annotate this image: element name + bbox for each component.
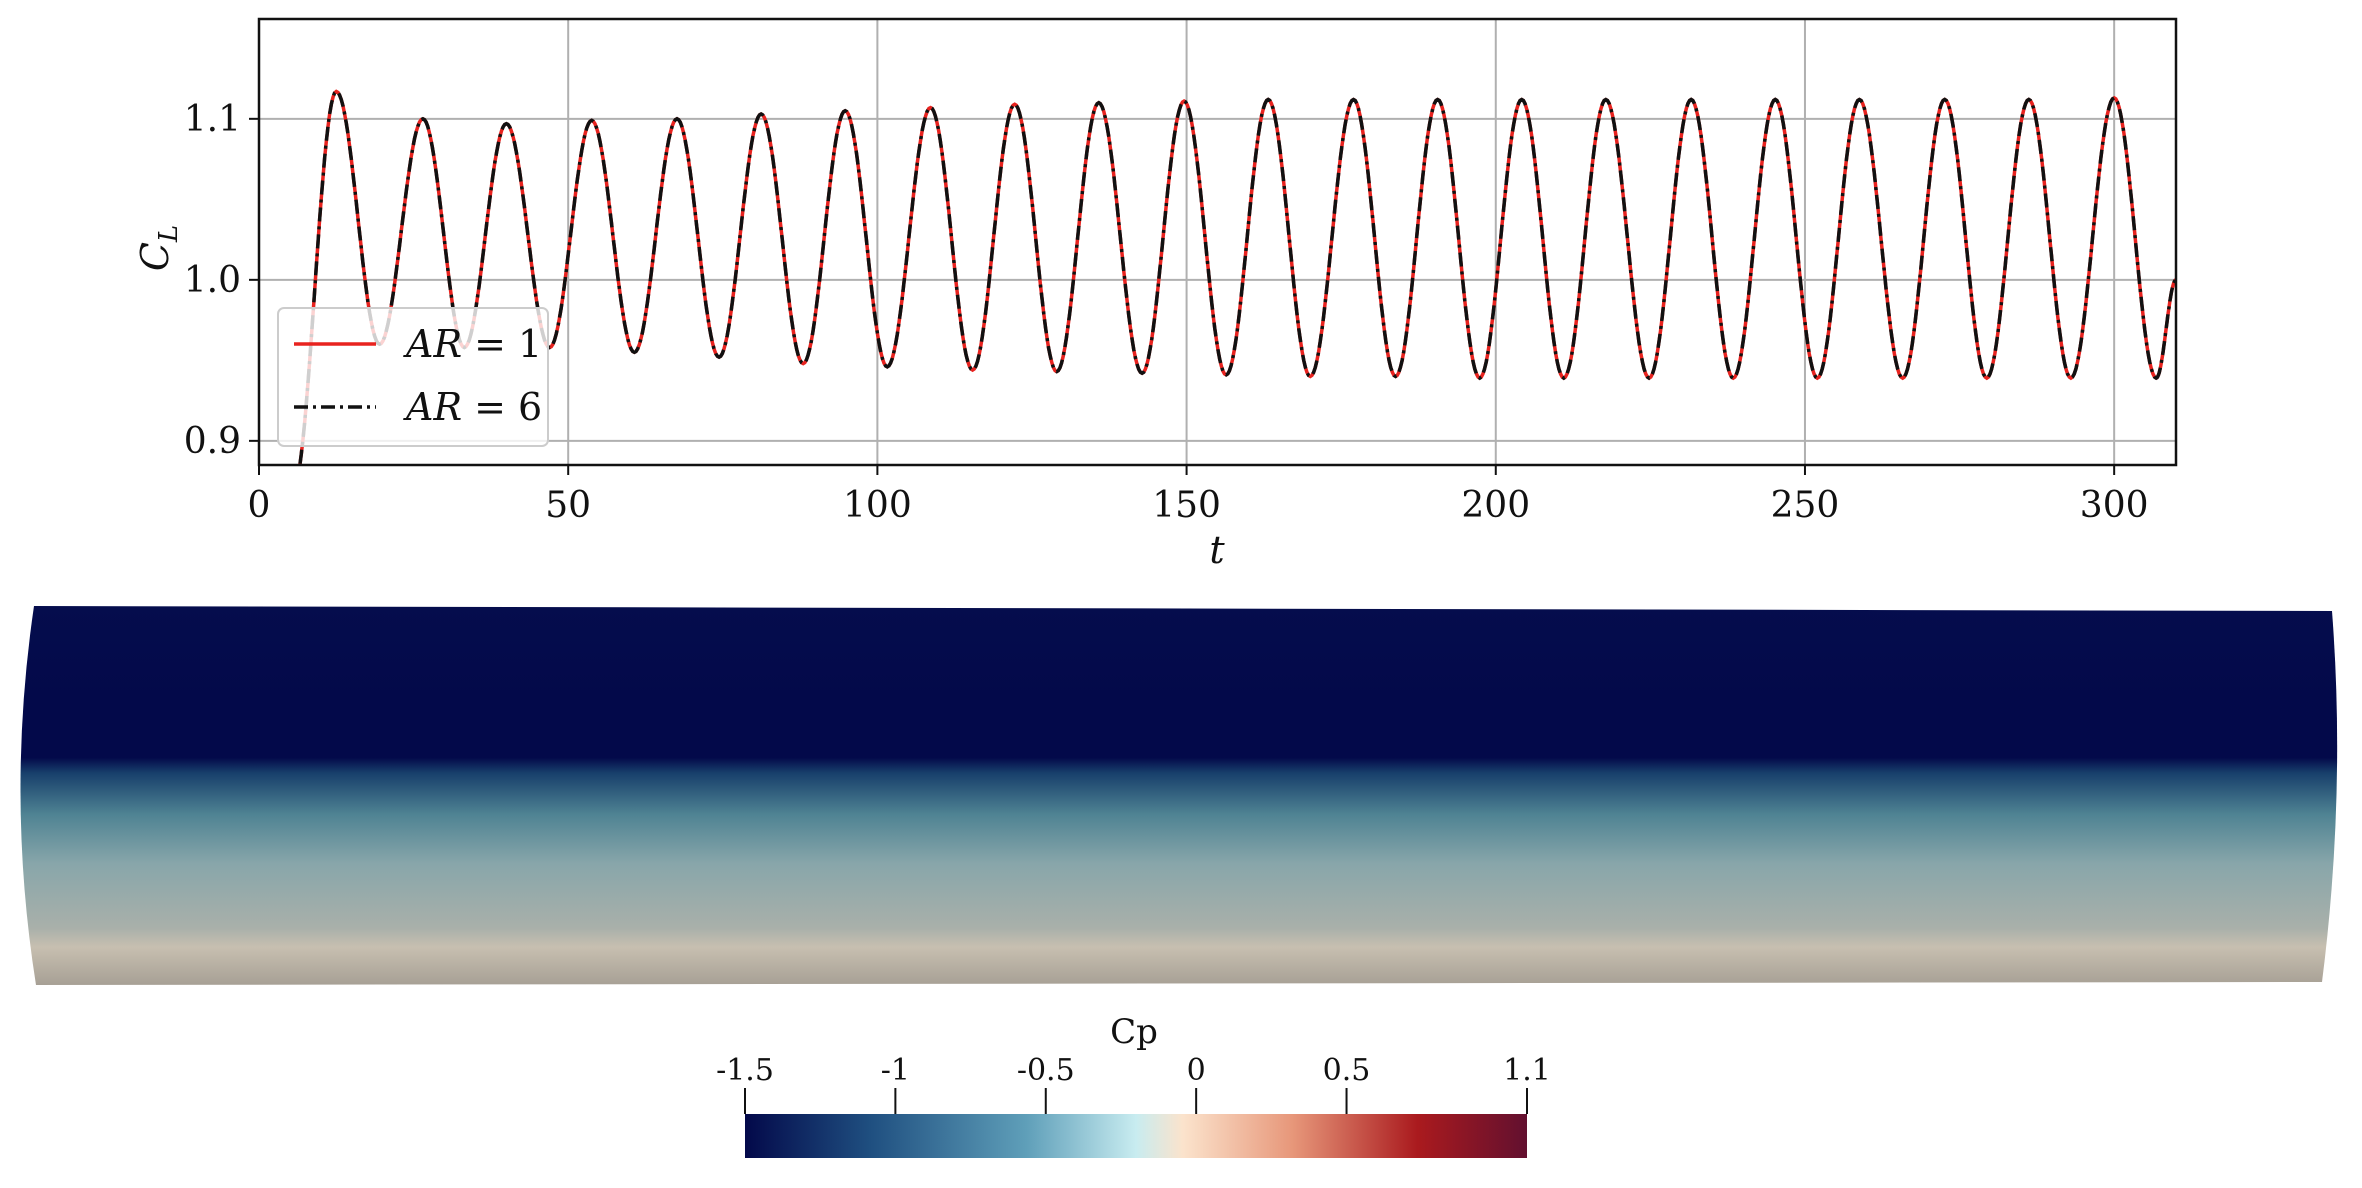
x-tick-label: 200 bbox=[1461, 485, 1530, 526]
colorbar-bar bbox=[745, 1114, 1527, 1158]
colorbar-ticks: -1.5 -1 -0.5 0 0.5 1.1 bbox=[716, 1053, 1551, 1114]
y-tick-label: 0.9 bbox=[184, 421, 241, 462]
colorbar-title: Cp bbox=[1110, 1012, 1158, 1052]
series-line-ar-6 bbox=[298, 89, 2176, 465]
colorbar-tick-label: 0 bbox=[1187, 1053, 1206, 1088]
x-axis-label: t bbox=[1209, 528, 1225, 572]
svg-text:CL: CL bbox=[133, 225, 184, 271]
x-tick-label: 100 bbox=[843, 485, 912, 526]
cylinder-surface bbox=[20, 606, 2338, 985]
pressure-field-render bbox=[20, 606, 2338, 985]
legend: AR = 1 AR = 6 bbox=[277, 307, 549, 447]
colorbar-tick-label: -0.5 bbox=[1017, 1053, 1075, 1088]
x-tick-label: 50 bbox=[545, 485, 591, 526]
y-tick-label: 1.1 bbox=[184, 99, 241, 140]
y-tick-label: 1.0 bbox=[184, 260, 241, 301]
colorbar-tick-label: 0.5 bbox=[1323, 1053, 1371, 1088]
line-chart: 0 50 100 150 200 250 300 0.9 1.0 1.1 t CL AR = 1… bbox=[133, 17, 2178, 572]
x-tick-label: 300 bbox=[2080, 485, 2149, 526]
x-tick-label: 150 bbox=[1152, 485, 1221, 526]
plot-area bbox=[259, 19, 2176, 465]
plot-frame bbox=[257, 17, 2178, 467]
legend-label-ar-6: AR = 6 bbox=[403, 385, 542, 429]
x-tick-label: 250 bbox=[1771, 485, 1840, 526]
colorbar: Cp -1.5 -1 -0.5 0 0.5 1.1 bbox=[716, 1012, 1551, 1158]
colorbar-tick-label: -1 bbox=[881, 1053, 910, 1088]
y-axis-label: CL bbox=[133, 225, 184, 271]
y-ticks: 0.9 1.0 1.1 bbox=[184, 99, 259, 462]
colorbar-tick-label: -1.5 bbox=[716, 1053, 774, 1088]
colorbar-tick-label: 1.1 bbox=[1503, 1053, 1551, 1088]
legend-label-ar-1: AR = 1 bbox=[403, 322, 542, 366]
x-tick-label: 0 bbox=[248, 485, 271, 526]
x-ticks: 0 50 100 150 200 250 300 bbox=[248, 465, 2149, 526]
